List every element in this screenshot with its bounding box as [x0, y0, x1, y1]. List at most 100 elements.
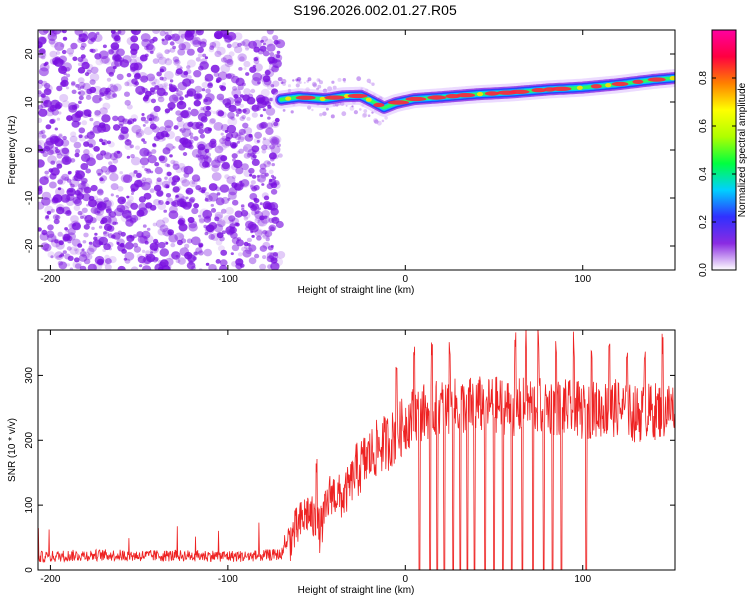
noise-blob — [174, 232, 185, 242]
noise-blob — [193, 70, 202, 78]
noise-blob — [215, 79, 221, 84]
noise-blob — [118, 231, 123, 236]
noise-blob — [161, 85, 167, 91]
noise-blob — [180, 177, 187, 184]
noise-blob — [88, 241, 93, 245]
noise-blob — [131, 30, 141, 36]
noise-blob — [113, 83, 122, 92]
noise-blob — [42, 152, 49, 158]
noise-speck — [295, 78, 299, 82]
noise-blob — [231, 237, 240, 245]
noise-blob — [126, 234, 135, 242]
signal-peak — [477, 91, 483, 97]
noise-blob — [74, 248, 83, 255]
noise-blob — [238, 108, 242, 112]
noise-blob — [197, 53, 203, 58]
noise-blob — [45, 124, 52, 130]
noise-blob — [260, 39, 264, 43]
noise-blob — [271, 120, 280, 128]
noise-blob — [183, 172, 190, 178]
noise-blob — [208, 233, 215, 240]
noise-blob — [93, 207, 102, 215]
noise-blob — [236, 150, 241, 155]
signal-peak — [531, 88, 547, 93]
noise-blob — [107, 213, 111, 217]
noise-blob — [81, 207, 88, 213]
noise-blob — [65, 197, 69, 202]
noise-blob — [43, 88, 52, 96]
noise-blob — [220, 124, 229, 132]
noise-blob — [165, 201, 170, 205]
noise-blob — [38, 93, 41, 98]
noise-blob — [266, 122, 273, 129]
noise-blob — [169, 79, 174, 83]
noise-blob — [204, 56, 208, 60]
noise-blob — [142, 177, 147, 182]
noise-speck — [319, 80, 323, 85]
noise-blob — [273, 39, 279, 45]
noise-speck — [306, 79, 310, 83]
noise-blob — [226, 124, 237, 134]
noise-blob — [158, 155, 165, 162]
noise-blob — [152, 116, 160, 122]
noise-speck — [296, 78, 301, 83]
noise-blob — [277, 77, 283, 82]
noise-blob — [86, 131, 96, 140]
noise-blob — [99, 92, 105, 97]
noise-blob — [112, 115, 119, 122]
signal-peak — [405, 96, 427, 102]
noise-blob — [118, 123, 124, 129]
noise-blob — [260, 215, 270, 224]
noise-blob — [238, 128, 246, 135]
noise-speck — [377, 120, 382, 126]
noise-blob — [166, 57, 170, 61]
noise-blob — [56, 153, 63, 159]
noise-blob — [112, 93, 118, 98]
noise-blob — [123, 257, 128, 261]
noise-blob — [262, 234, 268, 239]
noise-blob — [172, 163, 180, 170]
noise-blob — [198, 244, 203, 248]
noise-blob — [47, 251, 55, 258]
noise-speck — [280, 81, 284, 85]
noise-blob — [78, 33, 89, 42]
noise-blob — [234, 134, 242, 141]
noise-blob — [116, 241, 120, 245]
noise-blob — [64, 227, 68, 231]
noise-blob — [151, 81, 156, 86]
noise-blob — [198, 187, 203, 192]
noise-speck — [312, 83, 318, 88]
noise-blob — [66, 246, 72, 251]
noise-blob — [259, 45, 267, 52]
noise-blob — [246, 237, 252, 243]
noise-blob — [158, 266, 164, 270]
noise-blob — [187, 216, 195, 224]
noise-blob — [270, 182, 278, 189]
noise-blob — [110, 183, 119, 191]
noise-blob — [215, 259, 221, 264]
noise-blob — [193, 203, 200, 209]
noise-blob — [71, 81, 76, 86]
noise-blob — [201, 88, 206, 92]
noise-blob — [204, 191, 210, 197]
noise-blob — [77, 210, 83, 216]
noise-blob — [44, 100, 49, 105]
noise-blob — [139, 130, 143, 135]
noise-blob — [232, 199, 239, 206]
noise-blob — [153, 238, 159, 244]
noise-blob — [49, 58, 57, 65]
noise-blob — [276, 54, 281, 59]
noise-blob — [153, 79, 160, 85]
noise-blob — [105, 258, 112, 265]
noise-blob — [195, 57, 201, 62]
noise-blob — [101, 141, 106, 146]
noise-blob — [160, 130, 169, 138]
noise-blob — [146, 114, 155, 122]
noise-blob — [44, 205, 54, 214]
noise-blob — [154, 166, 163, 175]
noise-blob — [222, 54, 233, 64]
noise-blob — [83, 31, 88, 36]
noise-blob — [38, 36, 47, 45]
noise-blob — [40, 129, 46, 135]
noise-blob — [259, 215, 265, 221]
